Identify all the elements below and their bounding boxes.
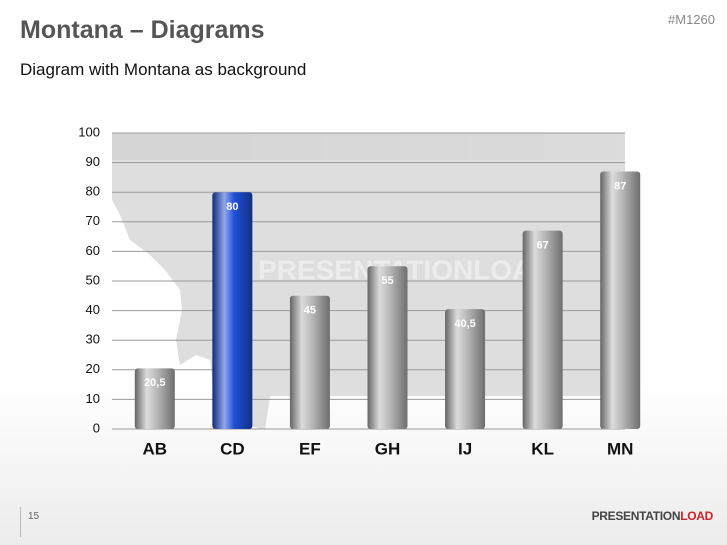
x-tick-label: AB [143, 439, 168, 458]
logo-part: PRESENTATION [591, 509, 681, 523]
bar [367, 266, 408, 429]
value-label: 80 [226, 201, 238, 213]
x-tick-label: GH [375, 439, 401, 458]
page-number: 15 [28, 511, 40, 522]
bar [445, 309, 486, 429]
x-tick-label: KL [531, 439, 554, 458]
slide-code: #M1260 [668, 12, 715, 27]
slide-title: Montana – Diagrams [20, 16, 265, 44]
y-tick-label: 10 [86, 391, 100, 406]
bar [212, 192, 253, 429]
value-label: 20,5 [144, 377, 165, 389]
y-tick-label: 40 [86, 302, 100, 317]
value-label: 40,5 [454, 318, 475, 330]
x-tick-label: MN [607, 439, 633, 458]
value-label: 55 [381, 275, 393, 287]
y-tick-label: 30 [86, 332, 100, 347]
bar [289, 295, 330, 429]
y-tick-label: 90 [86, 154, 100, 169]
separator [20, 507, 21, 537]
logo: PRESENTATIONLOAD [591, 509, 714, 523]
y-tick-label: 0 [93, 420, 100, 435]
bar [600, 171, 641, 430]
slide-subtitle: Diagram with Montana as background [20, 60, 307, 79]
y-tick-label: 60 [86, 243, 100, 258]
y-tick-label: 70 [86, 213, 100, 228]
y-tick-label: 20 [86, 361, 100, 376]
y-tick-label: 50 [86, 272, 100, 287]
x-tick-label: CD [220, 439, 245, 458]
bar [134, 368, 175, 429]
value-label: 87 [614, 180, 626, 192]
x-tick-label: EF [299, 439, 321, 458]
bar [522, 230, 563, 429]
y-tick-label: 80 [86, 184, 100, 199]
value-label: 45 [304, 305, 316, 317]
value-label: 67 [537, 240, 549, 252]
y-tick-label: 100 [78, 124, 100, 139]
logo-part: LOAD [680, 509, 713, 523]
x-tick-label: IJ [458, 439, 472, 458]
